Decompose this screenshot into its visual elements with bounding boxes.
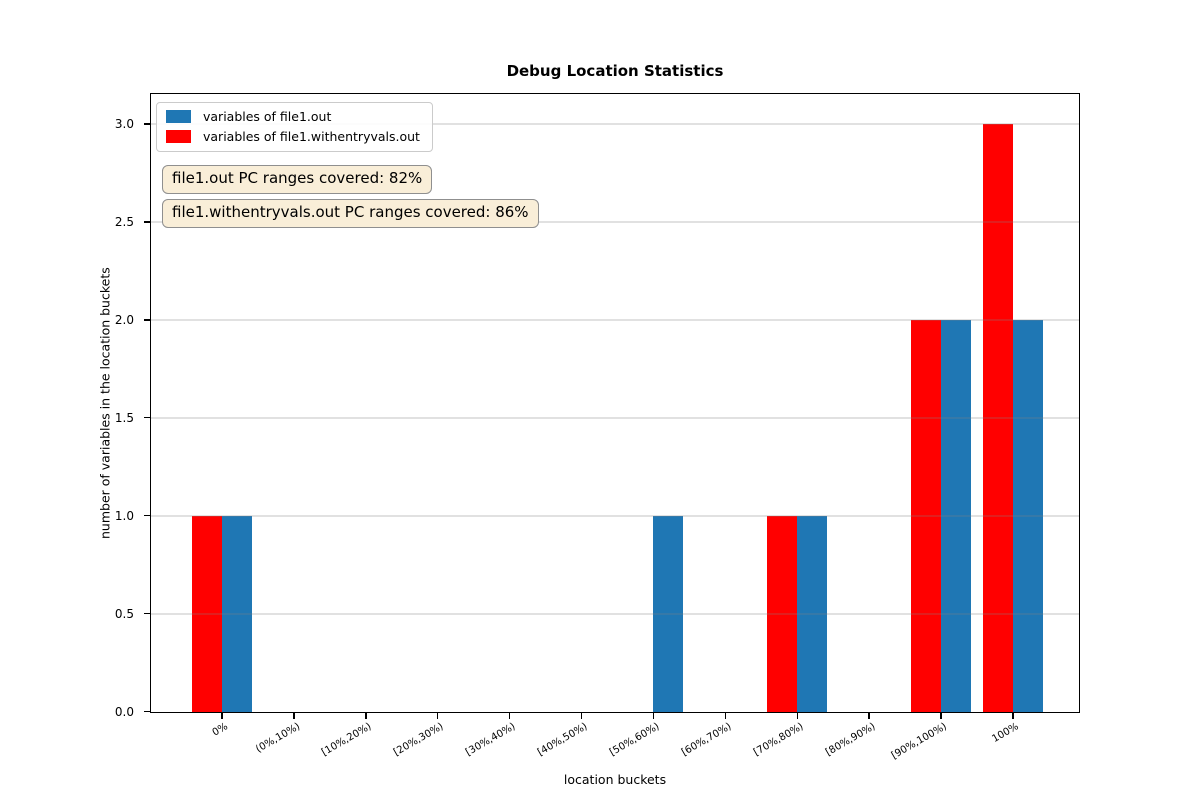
bar-series0-bucket11: [1012, 320, 1043, 712]
x-tick-mark: [365, 713, 367, 719]
x-tick-label: 0%: [210, 721, 230, 739]
y-tick-label: 1.0: [114, 508, 134, 523]
chart-title: Debug Location Statistics: [506, 62, 724, 80]
x-tick-label: [70%,80%): [751, 721, 806, 759]
gridline: [151, 613, 1079, 616]
gridline: [151, 515, 1079, 518]
y-tick-mark: [144, 123, 150, 125]
annotation-boxes: file1.out PC ranges covered: 82% file1.wi…: [162, 165, 539, 228]
x-tick-mark: [580, 713, 583, 719]
x-tick-label: [40%,50%): [536, 721, 590, 759]
y-tick-mark: [144, 514, 150, 517]
x-tick-mark: [436, 713, 439, 719]
x-tick-mark: [796, 713, 799, 719]
x-tick-label: [10%,20%): [320, 721, 374, 759]
bar-series1-bucket10: [910, 320, 941, 712]
x-tick-label: [80%,90%): [823, 721, 878, 759]
legend: variables of file1.out variables of file1…: [156, 102, 433, 152]
x-tick-mark: [868, 713, 870, 719]
x-tick-mark: [652, 713, 655, 719]
y-tick-mark: [144, 416, 150, 419]
legend-label: variables of file1.withentryvals.out: [203, 128, 420, 144]
x-tick-mark: [293, 713, 295, 719]
x-axis-label: location buckets: [563, 772, 667, 787]
y-tick-label: 2.0: [114, 312, 134, 327]
legend-color-patch: [166, 110, 191, 124]
y-tick-label: 3.0: [114, 116, 134, 131]
bar-series0-bucket10: [940, 320, 971, 712]
legend-label: variables of file1.out: [203, 109, 332, 124]
x-tick-label: [50%,60%): [607, 721, 662, 759]
bar-series0-bucket8: [796, 516, 827, 712]
x-tick-label: [90%,100%): [890, 721, 950, 762]
legend-color-patch: [166, 130, 191, 144]
legend-entry: variables of file1.out: [166, 110, 420, 124]
gridline: [151, 319, 1079, 322]
legend-entry: variables of file1.withentryvals.out: [166, 128, 420, 144]
bar-series1-bucket0: [191, 516, 222, 712]
x-tick-mark: [221, 713, 223, 719]
y-tick-label: 2.5: [114, 214, 134, 229]
x-tick-label: 100%: [990, 721, 1021, 745]
bar-series0-bucket6: [652, 516, 683, 712]
y-tick-label: 0.0: [114, 704, 134, 719]
plot-area: variables of file1.out variables of file1…: [150, 93, 1080, 713]
x-tick-mark: [940, 713, 942, 719]
pc-ranges-annotation: file1.out PC ranges covered: 82%: [162, 165, 433, 194]
y-tick-mark: [144, 221, 150, 223]
gridline: [151, 417, 1079, 420]
bar-series1-bucket11: [982, 124, 1013, 712]
y-tick-label: 0.5: [114, 606, 134, 621]
y-tick-mark: [144, 710, 150, 713]
y-tick-mark: [144, 319, 150, 321]
x-tick-label: [30%,40%): [464, 721, 518, 759]
y-tick-mark: [144, 612, 150, 615]
bar-series1-bucket8: [766, 516, 797, 712]
y-tick-label: 1.5: [114, 410, 134, 425]
x-tick-mark: [508, 713, 511, 719]
x-tick-label: [20%,30%): [392, 721, 446, 759]
x-tick-mark: [724, 713, 727, 719]
x-tick-label: [60%,70%): [679, 721, 734, 759]
bar-series0-bucket0: [221, 516, 252, 712]
y-axis-label: number of variables in the location buck…: [97, 267, 113, 539]
pc-ranges-annotation: file1.withentryvals.out PC ranges covere…: [162, 198, 539, 228]
x-tick-mark: [1012, 713, 1014, 719]
x-tick-label: (0%,10%): [253, 721, 302, 756]
